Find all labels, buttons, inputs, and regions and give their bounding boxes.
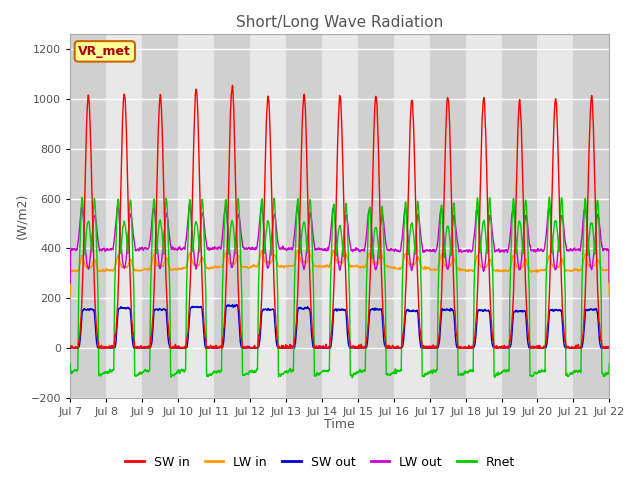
- Y-axis label: (W/m2): (W/m2): [15, 193, 28, 239]
- Legend: SW in, LW in, SW out, LW out, Rnet: SW in, LW in, SW out, LW out, Rnet: [120, 451, 520, 474]
- Bar: [142, 34, 178, 398]
- Bar: [466, 34, 502, 398]
- Text: VR_met: VR_met: [78, 45, 131, 58]
- Bar: [214, 34, 250, 398]
- Bar: [322, 34, 358, 398]
- Bar: [106, 34, 142, 398]
- Bar: [178, 34, 214, 398]
- Bar: [429, 34, 466, 398]
- Bar: [250, 34, 286, 398]
- Bar: [538, 34, 573, 398]
- Bar: [502, 34, 538, 398]
- Bar: [70, 34, 106, 398]
- Bar: [286, 34, 322, 398]
- Bar: [573, 34, 609, 398]
- Bar: [358, 34, 394, 398]
- Bar: [394, 34, 429, 398]
- Title: Short/Long Wave Radiation: Short/Long Wave Radiation: [236, 15, 444, 30]
- X-axis label: Time: Time: [324, 419, 355, 432]
